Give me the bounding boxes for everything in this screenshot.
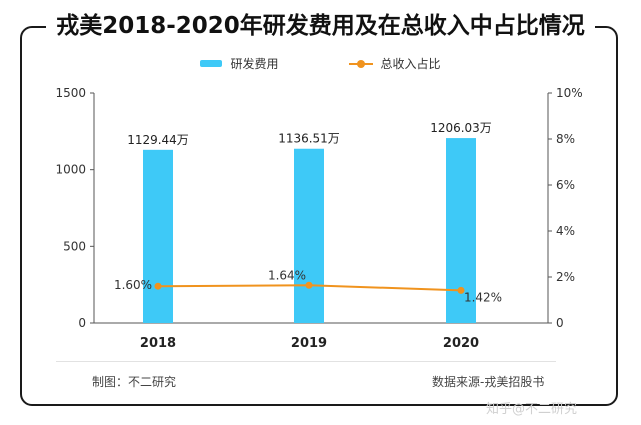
line-data-label: 1.42% <box>464 290 502 304</box>
y-right-tick-label: 6% <box>556 178 575 192</box>
bar-data-label: 1136.51万 <box>278 132 340 146</box>
legend-line-label: 总收入占比 <box>380 57 441 71</box>
y-left-tick-label: 500 <box>63 239 86 253</box>
footer-source: 数据来源-戎美招股书 <box>432 375 545 389</box>
y-left-tick-label: 1000 <box>55 163 86 177</box>
bar <box>143 149 173 323</box>
y-right-tick-label: 10% <box>556 86 583 100</box>
line-data-label: 1.60% <box>114 278 152 292</box>
x-tick-label: 2020 <box>443 336 479 351</box>
y-left-tick-label: 1500 <box>55 86 86 100</box>
chart-title: 戎美2018-2020年研发费用及在总收入中占比情况 <box>0 6 641 40</box>
legend-item-bar: 研发费用 <box>200 55 279 72</box>
bar-data-label: 1129.44万 <box>127 133 189 147</box>
footer-divider <box>56 361 556 362</box>
footer-credit: 制图：不二研究 <box>92 375 177 389</box>
chart-legend: 研发费用 总收入占比 <box>0 55 641 72</box>
y-right-tick-label: 0 <box>556 316 564 330</box>
y-right-tick-label: 8% <box>556 132 575 146</box>
legend-item-line: 总收入占比 <box>348 55 441 72</box>
line-data-label: 1.64% <box>268 268 306 282</box>
legend-line-swatch <box>348 59 373 68</box>
line-point <box>154 282 162 290</box>
line-point <box>457 286 465 294</box>
bar <box>294 148 324 323</box>
x-tick-label: 2018 <box>140 336 176 351</box>
line-point <box>305 281 313 289</box>
watermark: 知乎@不二研究 <box>486 402 578 417</box>
bar-data-label: 1206.03万 <box>430 121 492 135</box>
legend-bar-swatch <box>200 60 223 67</box>
y-left-tick-label: 0 <box>78 316 86 330</box>
x-tick-label: 2019 <box>291 336 327 351</box>
legend-bar-label: 研发费用 <box>230 57 279 71</box>
y-right-tick-label: 2% <box>556 270 575 284</box>
y-right-tick-label: 4% <box>556 224 575 238</box>
